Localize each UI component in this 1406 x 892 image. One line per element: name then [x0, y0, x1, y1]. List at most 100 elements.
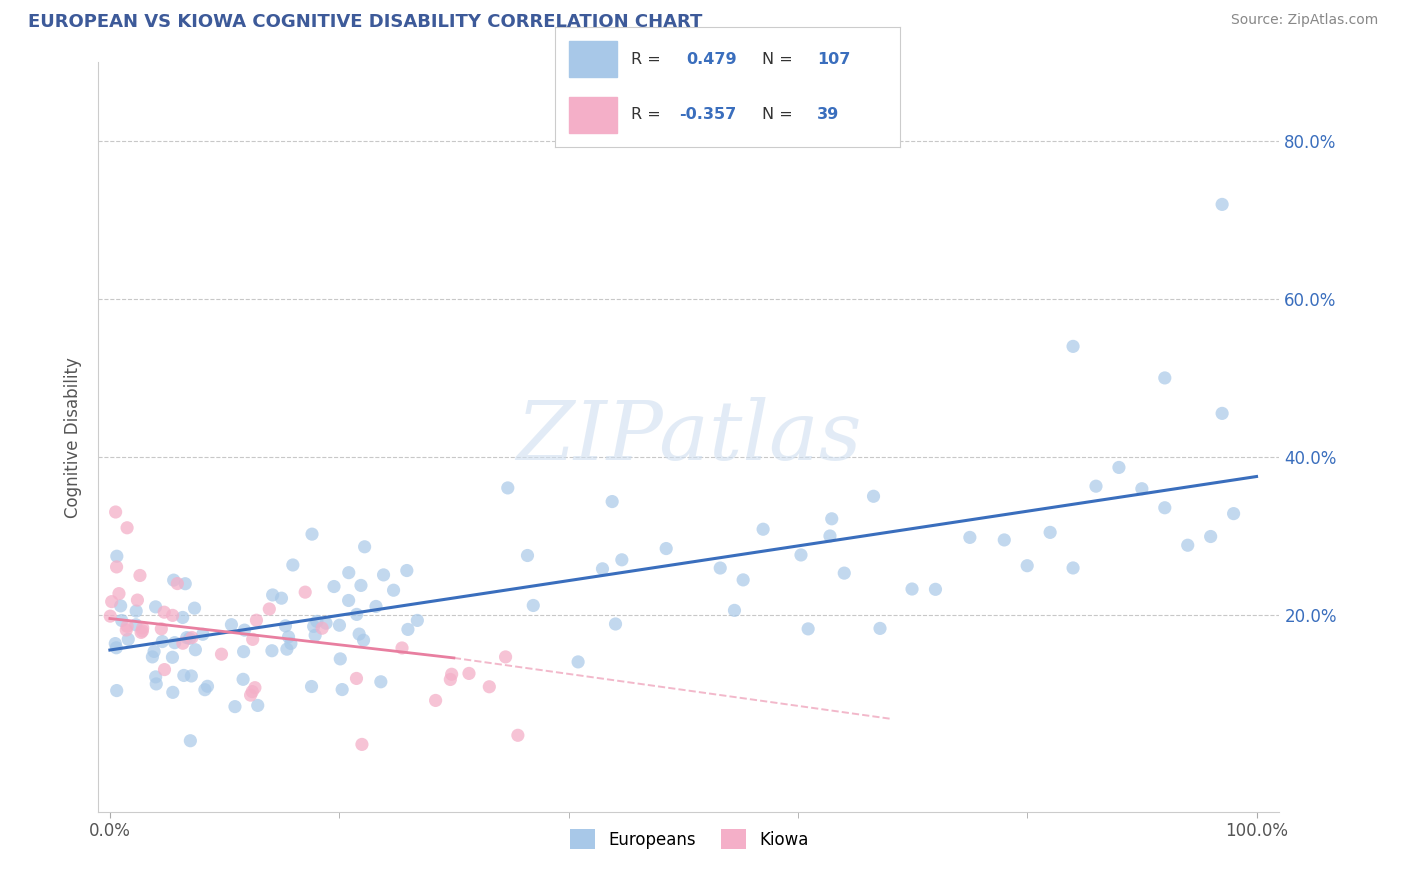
- Point: [172, 636, 194, 650]
- Point: [1062, 561, 1084, 575]
- Point: [232, 673, 254, 687]
- Point: [110, 599, 132, 613]
- Point: [111, 614, 134, 628]
- Point: [104, 637, 127, 651]
- Point: [180, 669, 202, 683]
- Point: [396, 623, 419, 637]
- Point: [506, 728, 529, 742]
- Point: [280, 636, 302, 650]
- Point: [439, 673, 461, 687]
- Point: [605, 617, 627, 632]
- Point: [174, 576, 197, 591]
- Point: [172, 610, 194, 624]
- Point: [353, 633, 375, 648]
- Point: [330, 682, 353, 697]
- Point: [522, 599, 544, 613]
- Point: [1153, 500, 1175, 515]
- Point: [150, 634, 173, 648]
- Point: [243, 681, 266, 695]
- Point: [752, 522, 775, 536]
- Point: [301, 680, 323, 694]
- Point: [105, 560, 128, 574]
- Point: [183, 601, 205, 615]
- Text: R =: R =: [631, 107, 661, 122]
- Point: [1211, 197, 1233, 211]
- Text: N =: N =: [762, 107, 793, 122]
- Point: [115, 521, 138, 535]
- Point: [281, 558, 304, 572]
- Point: [194, 682, 217, 697]
- Point: [302, 619, 325, 633]
- Point: [305, 615, 328, 629]
- Point: [166, 576, 188, 591]
- Point: [733, 573, 755, 587]
- Point: [373, 568, 395, 582]
- Point: [337, 566, 360, 580]
- Point: [723, 603, 745, 617]
- Point: [176, 631, 198, 645]
- Legend: Europeans, Kiowa: Europeans, Kiowa: [562, 822, 815, 855]
- Point: [173, 668, 195, 682]
- Point: [184, 642, 207, 657]
- Point: [239, 688, 262, 702]
- Point: [105, 683, 128, 698]
- Point: [1017, 558, 1039, 573]
- Point: [125, 617, 148, 632]
- Point: [240, 684, 263, 698]
- Point: [440, 667, 463, 681]
- Point: [959, 530, 981, 544]
- Point: [129, 568, 152, 582]
- Point: [115, 623, 138, 637]
- Point: [797, 622, 820, 636]
- Point: [382, 583, 405, 598]
- Point: [181, 631, 204, 645]
- Point: [323, 580, 346, 594]
- Point: [1085, 479, 1108, 493]
- Point: [1153, 371, 1175, 385]
- Point: [104, 505, 127, 519]
- Point: [1211, 406, 1233, 420]
- Point: [153, 605, 176, 619]
- Point: [869, 621, 891, 635]
- Point: [179, 632, 201, 646]
- Point: [1108, 460, 1130, 475]
- Point: [1039, 525, 1062, 540]
- Point: [1199, 529, 1222, 543]
- Text: R =: R =: [631, 52, 661, 67]
- Point: [150, 622, 173, 636]
- Point: [143, 644, 166, 658]
- Point: [245, 613, 267, 627]
- Point: [406, 614, 429, 628]
- Point: [567, 655, 589, 669]
- Point: [315, 616, 337, 631]
- Point: [337, 593, 360, 607]
- Point: [924, 582, 946, 597]
- Point: [127, 593, 149, 607]
- Point: [425, 693, 447, 707]
- Point: [346, 672, 368, 686]
- Point: [862, 489, 884, 503]
- Point: [105, 549, 128, 564]
- Point: [655, 541, 678, 556]
- Point: [901, 582, 924, 596]
- Point: [329, 652, 352, 666]
- Point: [993, 533, 1015, 547]
- Point: [353, 540, 375, 554]
- Point: [108, 586, 131, 600]
- Text: 107: 107: [817, 52, 851, 67]
- Point: [162, 685, 184, 699]
- Bar: [569, 96, 617, 133]
- Point: [246, 698, 269, 713]
- Point: [115, 619, 138, 633]
- Point: [197, 679, 219, 693]
- Point: [350, 578, 373, 592]
- Point: [125, 604, 148, 618]
- Point: [232, 645, 254, 659]
- Text: ZIPatlas: ZIPatlas: [516, 397, 862, 477]
- Point: [1062, 339, 1084, 353]
- Point: [211, 647, 233, 661]
- Point: [242, 632, 264, 647]
- Point: [129, 625, 152, 640]
- Point: [821, 512, 844, 526]
- Point: [163, 635, 186, 649]
